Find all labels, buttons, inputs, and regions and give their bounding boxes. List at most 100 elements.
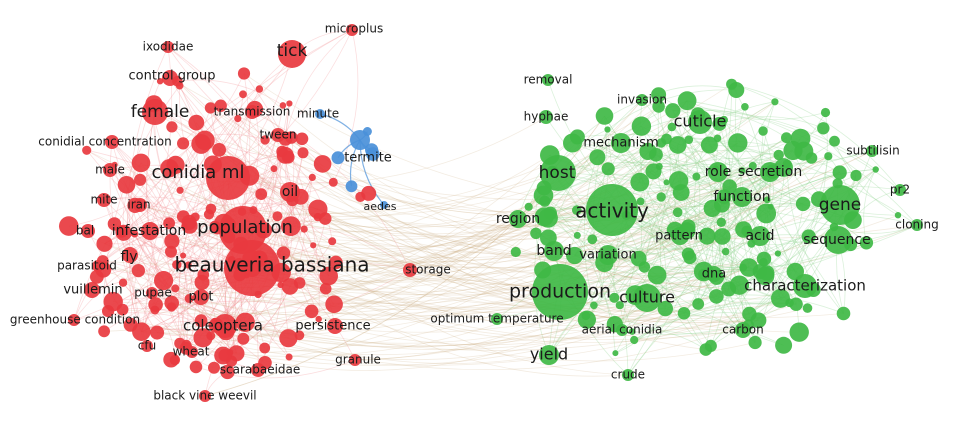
network-link: [169, 77, 289, 339]
network-link: [140, 162, 189, 345]
network-link: [368, 165, 753, 216]
network-node: [177, 137, 190, 150]
network-link: [243, 73, 722, 208]
network-node: [728, 82, 745, 98]
network-link: [324, 218, 750, 320]
network-node: [156, 78, 164, 85]
network-node: [677, 91, 697, 111]
network-node: [665, 103, 681, 119]
network-node: [586, 184, 638, 236]
network-link: [130, 269, 411, 331]
network-node: [595, 107, 614, 125]
network-node: [328, 237, 337, 246]
network-node: [760, 162, 780, 182]
network-link: [313, 155, 829, 259]
network-node: [345, 180, 358, 193]
network-node: [328, 177, 338, 187]
network-node: [103, 292, 123, 312]
network-node: [122, 247, 138, 263]
node-label-infestation: infestation: [112, 223, 186, 239]
network-node: [366, 147, 380, 161]
network-link: [285, 29, 353, 139]
network-link: [103, 273, 329, 332]
network-node: [714, 228, 731, 245]
network-node: [510, 246, 521, 258]
network-link: [633, 312, 750, 341]
node-label-removal: removal: [524, 73, 573, 87]
network-node: [698, 227, 716, 245]
network-link: [251, 229, 744, 296]
network-node: [781, 132, 792, 144]
network-link: [289, 196, 305, 287]
network-link: [607, 89, 737, 130]
network-link: [241, 109, 260, 212]
network-node: [154, 271, 174, 291]
network-node: [380, 201, 388, 209]
network-node: [672, 207, 683, 218]
network-link: [229, 319, 588, 371]
network-link: [283, 252, 808, 333]
network-node: [98, 325, 110, 338]
network-node: [163, 351, 179, 368]
network-node: [234, 115, 242, 123]
network-node: [773, 149, 784, 161]
network-node: [790, 128, 811, 149]
network-node: [539, 110, 553, 124]
network-link: [749, 203, 804, 315]
network-link: [312, 245, 629, 376]
network-node: [633, 284, 661, 312]
network-node: [259, 342, 271, 354]
node-label-tick: tick: [277, 41, 308, 61]
network-link: [317, 150, 873, 240]
network-link: [175, 211, 678, 304]
node-label-carbon: carbon: [722, 323, 763, 337]
network-link: [122, 282, 259, 371]
network-node: [606, 316, 623, 333]
network-node: [630, 335, 639, 345]
network-node: [251, 363, 265, 377]
network-link: [627, 235, 761, 376]
network-node: [246, 100, 264, 118]
network-link: [134, 233, 335, 305]
network-node: [647, 265, 667, 285]
network-node: [820, 185, 860, 225]
network-node: [319, 282, 332, 295]
network-node: [308, 199, 328, 219]
network-node: [286, 100, 293, 107]
network-node: [315, 109, 325, 119]
network-node: [630, 250, 647, 267]
network-node: [103, 163, 117, 177]
network-node: [671, 227, 689, 245]
network-link: [688, 139, 701, 258]
network-node: [235, 312, 255, 332]
node-label-hyphae: hyphae: [524, 110, 569, 124]
node-label-subtilisin: subtilisin: [846, 144, 899, 158]
network-node: [361, 185, 377, 201]
node-label-invasion: invasion: [617, 93, 667, 107]
network-node: [325, 295, 343, 314]
network-node: [774, 250, 782, 257]
network-node: [656, 192, 666, 202]
network-link: [548, 206, 835, 239]
network-link: [777, 156, 829, 254]
network-link: [177, 79, 284, 106]
network-node: [150, 325, 165, 340]
node-label-cloning: cloning: [895, 218, 938, 232]
network-node: [829, 135, 840, 147]
network-node: [683, 250, 697, 265]
network-link: [291, 137, 706, 350]
network-node: [96, 235, 113, 252]
network-node: [127, 197, 143, 213]
network-node: [832, 165, 847, 180]
network-link: [171, 171, 773, 315]
network-link: [182, 216, 265, 349]
node-label-secretion: secretion: [738, 164, 802, 180]
node-label-role: role: [705, 164, 732, 180]
network-link: [620, 142, 667, 309]
network-node: [677, 307, 691, 320]
node-label-mite: mite: [90, 193, 117, 207]
network-node: [801, 229, 816, 244]
network-node: [577, 310, 597, 329]
network-node: [572, 205, 582, 215]
network-link: [251, 168, 609, 263]
